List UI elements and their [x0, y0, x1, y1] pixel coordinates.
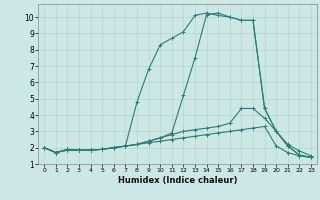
X-axis label: Humidex (Indice chaleur): Humidex (Indice chaleur): [118, 176, 237, 185]
